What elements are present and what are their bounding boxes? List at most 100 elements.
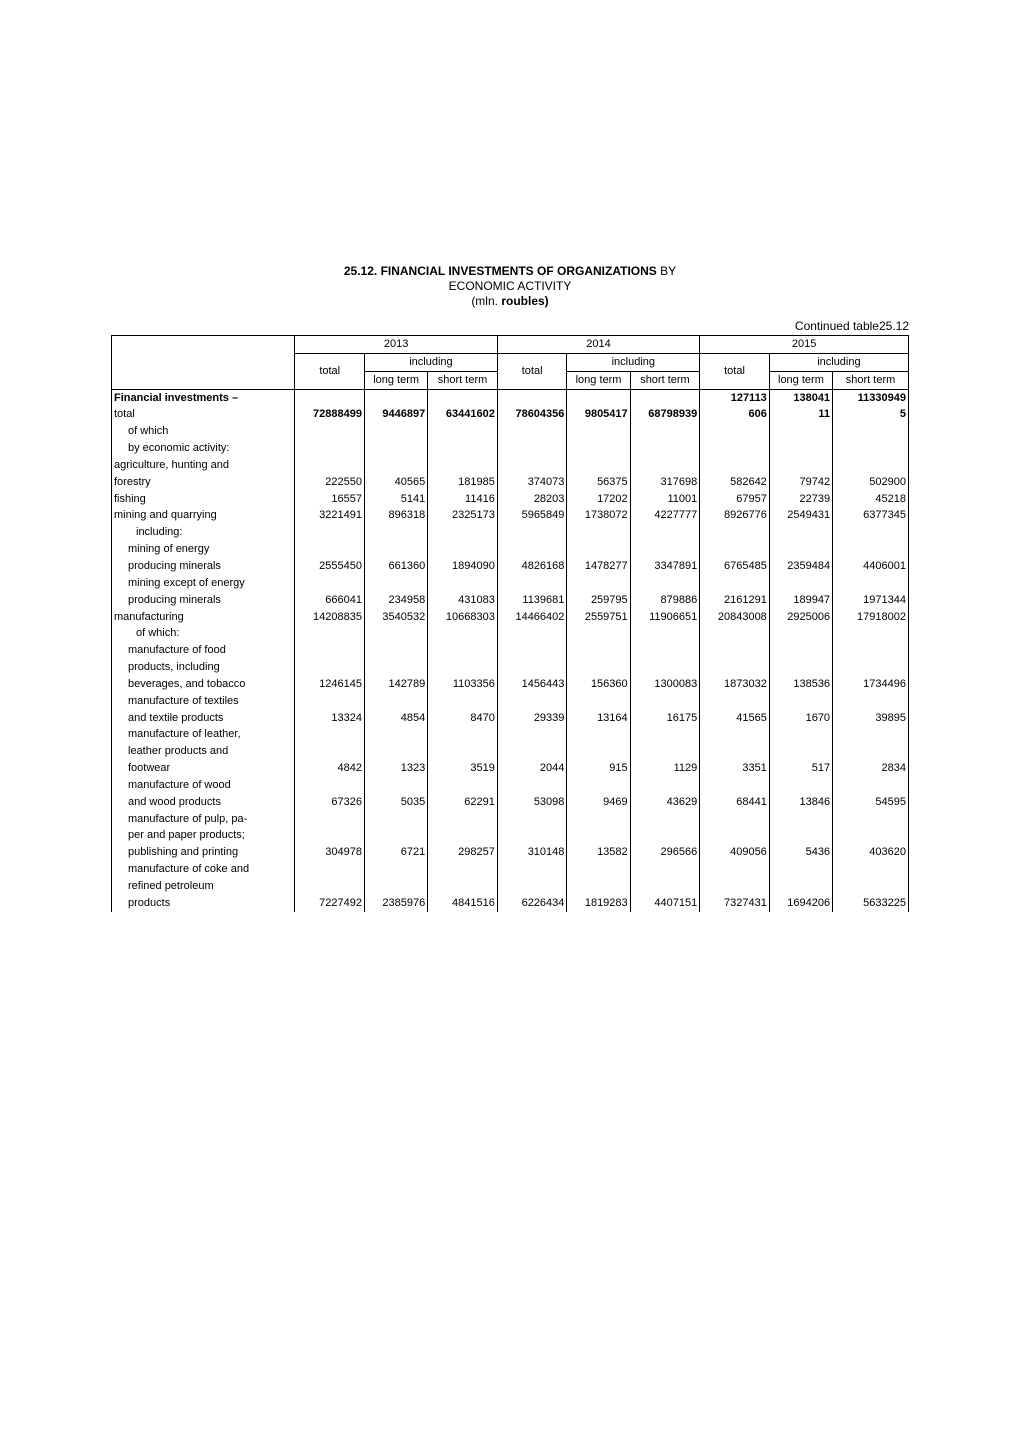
table-row: Financial investments –12711313804111330… [112,389,909,406]
cell: 67326 [295,794,365,811]
cell [428,642,498,659]
cell [497,827,567,844]
header-total-2014: total [497,353,567,389]
cell [630,726,700,743]
cell: 1103356 [428,676,498,693]
cell [428,423,498,440]
cell: 374073 [497,474,567,491]
cell [630,423,700,440]
table-row: mining and quarrying32214918963182325173… [112,507,909,524]
cell: 1873032 [700,676,770,693]
table-row: mining of energy [112,541,909,558]
cell [365,811,428,828]
cell: 317698 [630,474,700,491]
row-label: manufacture of food [112,642,295,659]
row-label: manufacture of coke and [112,861,295,878]
cell [769,777,832,794]
cell [700,827,770,844]
cell: 9446897 [365,406,428,423]
cell: 2325173 [428,507,498,524]
cell [295,659,365,676]
cell [700,642,770,659]
table-row: forestry22255040565181985374073563753176… [112,474,909,491]
cell [833,811,909,828]
cell: 4406001 [833,558,909,575]
cell: 1670 [769,710,832,727]
row-label: by economic activity: [112,440,295,457]
cell [295,440,365,457]
cell [700,743,770,760]
cell [365,827,428,844]
cell: 1819283 [567,895,630,912]
row-label: mining of energy [112,541,295,558]
units-prefix: (mln. [471,294,498,308]
units-bold: roubles) [501,294,548,308]
cell: 431083 [428,592,498,609]
cell: 17918002 [833,609,909,626]
cell: 1971344 [833,592,909,609]
cell: 22739 [769,491,832,508]
cell [295,642,365,659]
title-units: (mln. roubles) [0,294,1020,309]
cell [700,541,770,558]
continued-label: Continued table25.12 [0,319,1020,333]
cell: 5 [833,406,909,423]
table-row: products, including [112,659,909,676]
cell: 72888499 [295,406,365,423]
table-row: footwear48421323351920449151129335151728… [112,760,909,777]
cell [700,861,770,878]
cell [769,693,832,710]
header-year-2013: 2013 [295,336,497,354]
header-long-2014: long term [567,371,630,389]
cell: 2044 [497,760,567,777]
cell [567,642,630,659]
cell [630,625,700,642]
cell [769,861,832,878]
title-subtitle: ECONOMIC ACTIVITY [0,279,1020,294]
cell [769,625,832,642]
cell: 259795 [567,592,630,609]
row-label: producing minerals [112,592,295,609]
cell: 6721 [365,844,428,861]
cell [365,743,428,760]
cell [567,440,630,457]
row-label: and wood products [112,794,295,811]
table-row: beverages, and tobacco124614514278911033… [112,676,909,693]
cell: 2834 [833,760,909,777]
row-label: manufacture of textiles [112,693,295,710]
cell: 6377345 [833,507,909,524]
cell: 13846 [769,794,832,811]
cell [295,389,365,406]
cell [428,440,498,457]
cell: 582642 [700,474,770,491]
cell [630,524,700,541]
cell [567,777,630,794]
cell: 40565 [365,474,428,491]
cell: 68798939 [630,406,700,423]
cell [700,575,770,592]
row-label: forestry [112,474,295,491]
cell: 138536 [769,676,832,693]
row-label: Financial investments – [112,389,295,406]
cell: 138041 [769,389,832,406]
table-row: manufacture of coke and [112,861,909,878]
cell: 1738072 [567,507,630,524]
cell [428,693,498,710]
cell [567,743,630,760]
cell: 310148 [497,844,567,861]
cell: 296566 [630,844,700,861]
table-row: leather products and [112,743,909,760]
cell [428,743,498,760]
cell: 3351 [700,760,770,777]
cell [700,423,770,440]
cell: 7327431 [700,895,770,912]
cell: 181985 [428,474,498,491]
cell: 304978 [295,844,365,861]
table-row: fishing165575141114162820317202110016795… [112,491,909,508]
cell: 5035 [365,794,428,811]
row-label: agriculture, hunting and [112,457,295,474]
row-label: mining except of energy [112,575,295,592]
cell [365,389,428,406]
cell: 127113 [700,389,770,406]
title-block: 25.12. FINANCIAL INVESTMENTS OF ORGANIZA… [0,264,1020,309]
